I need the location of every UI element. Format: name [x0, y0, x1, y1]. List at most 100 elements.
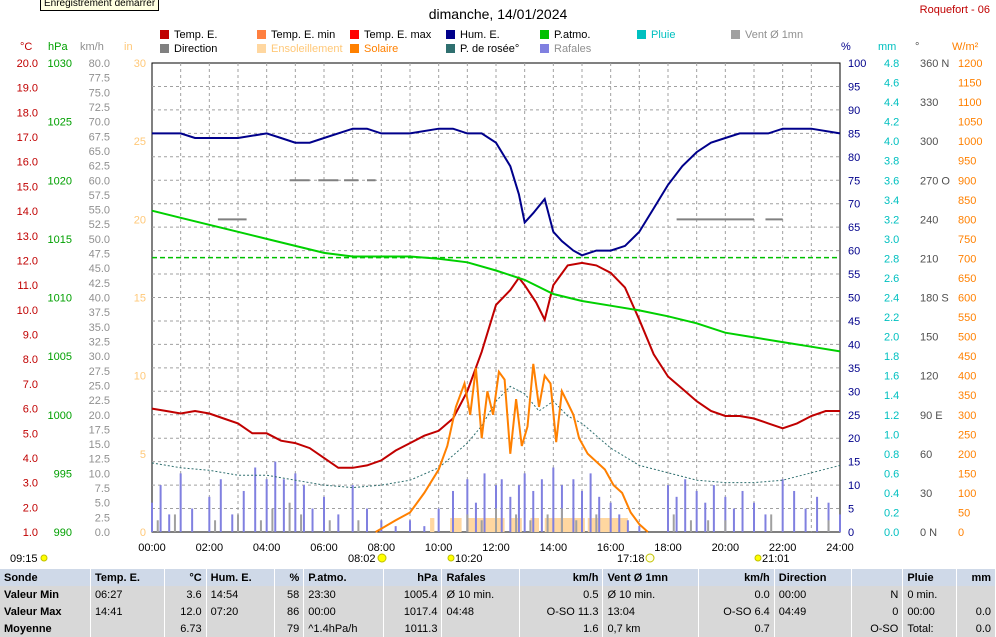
legend-label: Pluie	[651, 29, 675, 41]
legend-label: P.atmo.	[554, 29, 591, 41]
cell: 6.73	[164, 620, 207, 637]
solar-tick-label: 1050	[958, 117, 982, 129]
wind-tick-label: 50.0	[89, 234, 110, 246]
rain-tick-label: 2.0	[884, 332, 899, 344]
cell: O-SO	[851, 620, 904, 637]
cell: 04:49	[774, 603, 853, 620]
rain-in-tick-label: 0	[140, 527, 146, 539]
wind-tick-label: 5.0	[95, 498, 110, 510]
legend-swatch	[160, 44, 169, 53]
sunshine-bar	[467, 518, 505, 532]
sunset-icon	[645, 553, 655, 563]
temp-unit-label: °C	[20, 41, 32, 53]
rain-tick-label: 0.6	[884, 468, 899, 480]
solar-tick-label: 750	[958, 234, 976, 246]
hum-tick-label: 40	[848, 339, 860, 351]
temp-tick-label: 13.0	[17, 231, 38, 243]
dir-tick-label: 30	[920, 488, 932, 500]
solar-unit-label: W/m²	[952, 41, 979, 53]
row-label: Moyenne	[0, 620, 91, 637]
rain-tick-label: 1.2	[884, 410, 899, 422]
series-line-solaire	[375, 363, 649, 533]
wind-tick-label: 47.5	[89, 249, 110, 261]
wind-unit-label: km/h	[80, 41, 104, 53]
x-tick-label: 12:00	[482, 542, 510, 554]
legend-label: Temp. E. max	[364, 29, 432, 41]
wind-tick-label: 17.5	[89, 424, 110, 436]
hdr-gust-unit: km/h	[519, 569, 604, 586]
wind-tick-label: 45.0	[89, 263, 110, 275]
hum-tick-label: 30	[848, 386, 860, 398]
solar-tick-label: 850	[958, 195, 976, 207]
solar-tick-label: 1000	[958, 136, 982, 148]
moon-up-time: 10:20	[455, 553, 483, 565]
wind-tick-label: 30.0	[89, 351, 110, 363]
solar-tick-label: 1100	[958, 97, 982, 109]
hdr-gust: Rafales	[441, 569, 521, 586]
hum-tick-label: 95	[848, 81, 860, 93]
rain-tick-label: 0.2	[884, 507, 899, 519]
rain-tick-label: 1.0	[884, 429, 899, 441]
wind-tick-label: 37.5	[89, 307, 110, 319]
cell: 0.5	[519, 586, 604, 603]
rain-tick-label: 1.8	[884, 351, 899, 363]
solar-tick-label: 200	[958, 449, 976, 461]
legend-swatch	[350, 44, 359, 53]
temp-tick-label: 19.0	[17, 83, 38, 95]
dir-tick-label: 330	[920, 97, 938, 109]
wind-tick-label: 62.5	[89, 161, 110, 173]
x-tick-label: 06:00	[310, 542, 338, 554]
cell	[206, 620, 276, 637]
legend-swatch	[446, 44, 455, 53]
press-tick-label: 1005	[48, 351, 72, 363]
wind-tick-label: 57.5	[89, 190, 110, 202]
dir-unit-label: °	[915, 41, 919, 53]
wind-tick-label: 77.5	[89, 73, 110, 85]
x-tick-label: 24:00	[826, 542, 854, 554]
dir-tick-label: 240	[920, 214, 938, 226]
cell: 0.0	[698, 586, 775, 603]
hdr-temp-unit: °C	[164, 569, 207, 586]
hum-tick-label: 80	[848, 152, 860, 164]
sunshine-bar	[530, 518, 539, 532]
rain-tick-label: 4.8	[884, 58, 899, 70]
wind-tick-label: 40.0	[89, 293, 110, 305]
legend-label: Hum. E.	[460, 29, 500, 41]
solar-tick-label: 900	[958, 175, 976, 187]
temp-tick-label: 18.0	[17, 107, 38, 119]
hum-tick-label: 70	[848, 199, 860, 211]
rain-tick-label: 3.4	[884, 195, 899, 207]
wind-tick-label: 35.0	[89, 322, 110, 334]
temp-tick-label: 3.0	[23, 478, 38, 490]
hum-tick-label: 35	[848, 363, 860, 375]
temp-tick-label: 4.0	[23, 453, 38, 465]
press-tick-label: 1020	[48, 175, 72, 187]
temp-tick-label: 1.0	[23, 527, 38, 539]
legend-label: Temp. E. min	[271, 29, 335, 41]
sunshine-bar	[587, 518, 628, 532]
rain-in-tick-label: 20	[134, 214, 146, 226]
hdr-sonde: Sonde	[0, 569, 91, 586]
solar-tick-label: 400	[958, 371, 976, 383]
hum-tick-label: 25	[848, 410, 860, 422]
sunshine-bar	[430, 518, 435, 532]
x-tick-label: 20:00	[712, 542, 740, 554]
status-tooltip: Enregistrement démarrer	[40, 0, 160, 11]
rain-tick-label: 2.8	[884, 253, 899, 265]
press-tick-label: 1025	[48, 117, 72, 129]
cell: 1017.4	[383, 603, 443, 620]
temp-tick-label: 20.0	[17, 58, 38, 70]
rain-tick-label: 4.2	[884, 117, 899, 129]
press-tick-label: 990	[54, 527, 72, 539]
legend-swatch	[257, 30, 266, 39]
cell	[956, 586, 996, 603]
rain-tick-label: 2.4	[884, 293, 899, 305]
rain-in-tick-label: 15	[134, 293, 146, 305]
hum-tick-label: 15	[848, 457, 860, 469]
hdr-rain: Pluie	[902, 569, 957, 586]
temp-tick-label: 14.0	[17, 206, 38, 218]
cell: 23:30	[303, 586, 385, 603]
stats-row-min: Valeur Min 06:27 3.6 14:54 58 23:30 1005…	[0, 586, 996, 603]
press-tick-label: 1030	[48, 58, 72, 70]
rain-tick-label: 3.6	[884, 175, 899, 187]
